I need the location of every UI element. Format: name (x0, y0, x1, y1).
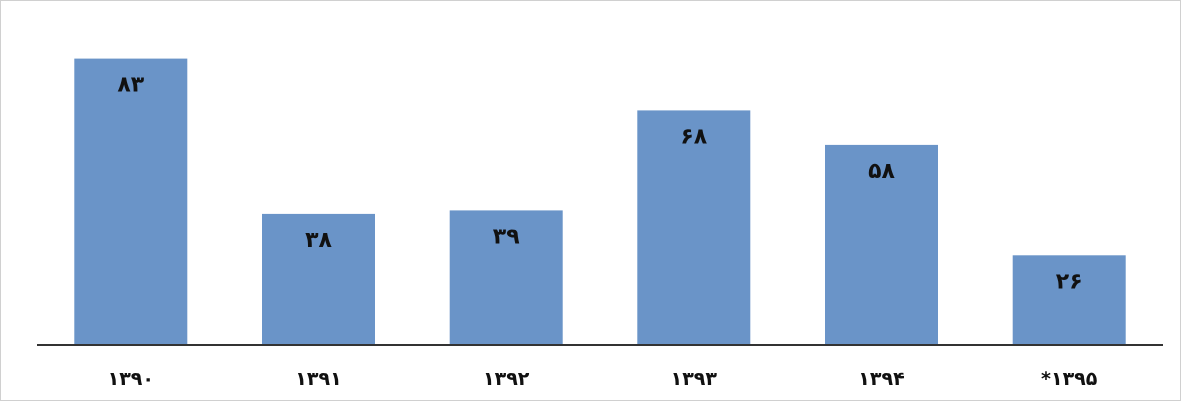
bar-value-label-5: ۲۶ (1056, 269, 1083, 294)
data-labels-group: ۸۳ ۳۸ ۳۹ ۶۸ ۵۸ ۲۶ (117, 73, 1082, 295)
bar-1 (262, 213, 375, 345)
x-tick-labels-group: ۱۳۹۰ ۱۳۹۱ ۱۳۹۲ ۱۳۹۳ ۱۳۹۴ *۱۳۹۵ (108, 368, 1098, 390)
bar-value-label-1: ۳۸ (305, 228, 332, 253)
x-tick-label-1: ۱۳۹۱ (295, 368, 341, 390)
bars-group (74, 58, 1126, 346)
bar-5 (1012, 255, 1126, 345)
bar-0 (74, 58, 188, 345)
bar-4 (825, 144, 938, 345)
bar-value-label-3: ۶۸ (680, 124, 707, 149)
bar-3 (637, 110, 751, 346)
x-tick-label-4: ۱۳۹۴ (858, 368, 904, 390)
bar-value-label-4: ۵۸ (868, 159, 895, 184)
bar-2 (449, 210, 563, 345)
x-tick-label-2: ۱۳۹۲ (483, 368, 530, 390)
x-tick-label-5: *۱۳۹۵ (1041, 368, 1098, 390)
x-tick-label-0: ۱۳۹۰ (108, 368, 154, 390)
bar-value-label-0: ۸۳ (117, 73, 144, 98)
x-tick-label-3: ۱۳۹۳ (671, 368, 718, 390)
bar-value-label-2: ۳۹ (493, 224, 520, 249)
